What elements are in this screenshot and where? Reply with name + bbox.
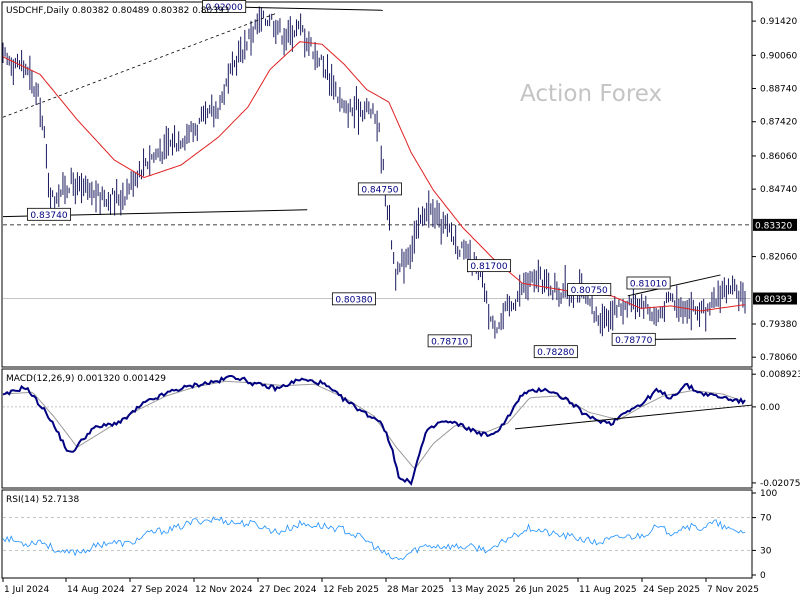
annotation-label: 0.80750 [571, 286, 608, 296]
price-annotation: 0.92000 [202, 0, 247, 13]
macd-axis-label: 0.00 [760, 403, 780, 413]
date-axis-label: 13 May 2025 [451, 585, 510, 595]
price-annotation: 0.84750 [357, 182, 402, 196]
price-chart-title: USDCHF,Daily 0.80382 0.80489 0.80382 0.8… [6, 6, 229, 16]
annotation-box [626, 276, 671, 290]
rsi-axis-label: 100 [760, 489, 777, 499]
price-label-box [753, 292, 797, 305]
date-axis-label: 1 Jul 2024 [4, 585, 49, 595]
price-annotation: 0.81700 [467, 259, 512, 273]
annotation-box [533, 345, 578, 359]
annotation-label: 0.92000 [206, 3, 243, 13]
price-axis-label: 0.82060 [760, 253, 797, 263]
annotation-box [331, 292, 376, 306]
axis-layer: 0.91420 0.90060 0.88740 0.87420 0.86060 0.847… [2, 17, 800, 595]
annotation-label: 0.81700 [470, 262, 507, 272]
price-axis-label: 0.87420 [760, 118, 797, 128]
date-axis-label: 28 Mar 2025 [387, 585, 444, 595]
annotation-label: 0.84750 [361, 185, 398, 195]
date-axis-label: 24 Sep 2025 [643, 585, 700, 595]
rsi-layer [2, 516, 752, 561]
price-annotation: 0.80380 [331, 292, 376, 306]
annotation-label: 0.81010 [630, 279, 667, 289]
annotation-box [357, 182, 402, 196]
annotation-label: 0.78280 [537, 348, 574, 358]
price-annotation: 0.83740 [27, 207, 72, 221]
price-axis-label: 0.91420 [760, 17, 797, 27]
price-annotation: 0.81010 [626, 276, 671, 290]
macd-title: MACD(12,26,9) 0.001320 0.001429 [6, 374, 166, 384]
price-axis-label: 0.86060 [760, 152, 797, 162]
macd-line [2, 375, 746, 486]
macd-layer [2, 375, 753, 486]
rsi-axis-label: 70 [760, 514, 772, 524]
annotation-label: 0.78710 [431, 337, 468, 347]
date-axis-label: 27 Dec 2024 [259, 585, 317, 595]
date-axis-label: 7 Nov 2025 [707, 585, 759, 595]
price-axis-label: 0.90060 [760, 51, 797, 61]
price-axis-label: 0.84740 [760, 185, 797, 195]
date-axis-label: 11 Aug 2025 [579, 585, 637, 595]
upper-channel-line [627, 274, 721, 297]
price-annotation: 0.78280 [533, 345, 578, 359]
price-label-text: 0.80393 [755, 295, 792, 305]
rsi-line [2, 516, 746, 561]
price-annotation: 0.78710 [427, 334, 472, 348]
date-axis-label: 27 Sep 2024 [131, 585, 188, 595]
price-axis-label: 0.79380 [760, 320, 797, 330]
lower-channel-line [650, 338, 737, 340]
price-axis-label: 0.78060 [760, 353, 797, 363]
macd-panel-frame [1, 368, 753, 489]
annotation-label: 0.83740 [30, 211, 67, 221]
watermark: Action Forex [520, 81, 662, 107]
rsi-axis-label: 30 [760, 546, 772, 556]
macd-trendline [514, 404, 753, 430]
price-label-box [753, 218, 797, 231]
price-axis-label: 0.88740 [760, 85, 797, 95]
dashed-channel-line [2, 12, 278, 118]
date-axis-label: 14 Aug 2024 [67, 585, 125, 595]
rsi-axis-label: 0 [760, 571, 766, 581]
rsi-panel-frame [1, 489, 753, 579]
annotation-label: 0.78770 [615, 336, 652, 346]
price-annotation: 0.80750 [567, 283, 612, 296]
macd-axis-label: 0.008923 [760, 370, 800, 380]
date-axis-label: 12 Feb 2025 [323, 585, 379, 595]
price-layer: 0.92000 0.83740 0.84750 0.80380 0.81700 0.787… [2, 0, 752, 359]
macd-axis-label: -0.020759 [760, 479, 800, 489]
annotation-label: 0.80380 [335, 295, 372, 305]
date-axis-label: 12 Nov 2024 [195, 585, 253, 595]
resistance-line [234, 6, 383, 11]
annotation-box [611, 332, 656, 346]
moving-average-line [2, 41, 746, 312]
annotation-box [567, 283, 612, 296]
annotation-box [202, 0, 247, 13]
annotation-box [427, 334, 472, 348]
price-label-text: 0.83320 [755, 221, 792, 231]
annotation-box [467, 259, 512, 273]
rsi-title: RSI(14) 52.7138 [6, 495, 79, 505]
annotation-box [27, 207, 72, 221]
date-axis-label: 26 Jun 2025 [515, 585, 569, 595]
price-annotation: 0.78770 [611, 332, 656, 346]
